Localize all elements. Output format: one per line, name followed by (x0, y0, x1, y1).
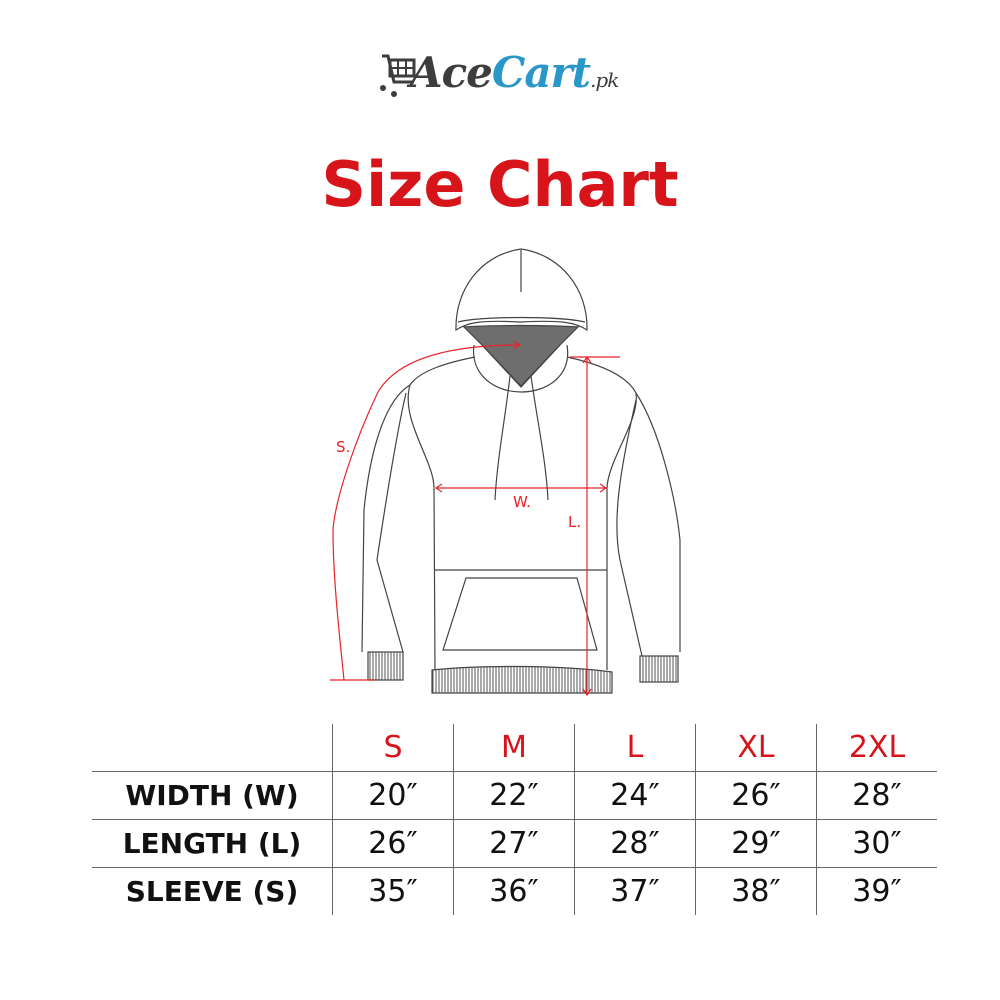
table-row-length: LENGTH (L) 26″ 27″ 28″ 29″ 30″ (92, 819, 937, 868)
size-header: S (332, 724, 454, 772)
empty-corner-cell (92, 724, 333, 772)
hoodie-outline (361, 248, 681, 694)
table-cell: 30″ (816, 819, 937, 868)
row-label: WIDTH (W) (92, 771, 333, 820)
size-table: S M L XL 2XL WIDTH (W) 20″ 22″ 24″ 26″ 2… (92, 724, 937, 915)
table-cell: 29″ (695, 819, 817, 868)
table-row-sleeve: SLEEVE (S) 35″ 36″ 37″ 38″ 39″ (92, 867, 937, 915)
table-cell: 37″ (574, 867, 696, 915)
table-cell: 28″ (816, 771, 937, 820)
table-cell: 28″ (574, 819, 696, 868)
row-label: SLEEVE (S) (92, 867, 333, 915)
page-title: Size Chart (321, 148, 679, 221)
table-cell: 27″ (453, 819, 575, 868)
size-header: L (574, 724, 696, 772)
table-cell: 22″ (453, 771, 575, 820)
shopping-cart-icon (380, 54, 416, 97)
table-cell: 26″ (332, 819, 454, 868)
length-label: L. (568, 513, 581, 531)
acecart-logo: AceCart.pk (380, 48, 660, 114)
table-cell: 35″ (332, 867, 454, 915)
table-cell: 36″ (453, 867, 575, 915)
measurement-lines (330, 340, 620, 697)
table-cell: 39″ (816, 867, 937, 915)
size-header: 2XL (816, 724, 937, 772)
table-cell: 20″ (332, 771, 454, 820)
logo-text: AceCart.pk (410, 48, 619, 97)
table-cell: 24″ (574, 771, 696, 820)
size-header: M (453, 724, 575, 772)
table-row-width: WIDTH (W) 20″ 22″ 24″ 26″ 28″ (92, 771, 937, 820)
sleeve-label: S. (336, 438, 350, 456)
table-cell: 38″ (695, 867, 817, 915)
row-label: LENGTH (L) (92, 819, 333, 868)
size-header: XL (695, 724, 817, 772)
table-cell: 26″ (695, 771, 817, 820)
width-label: W. (513, 493, 531, 511)
sleeve-measure-line (332, 344, 521, 681)
size-header-row: S M L XL 2XL (92, 724, 937, 772)
